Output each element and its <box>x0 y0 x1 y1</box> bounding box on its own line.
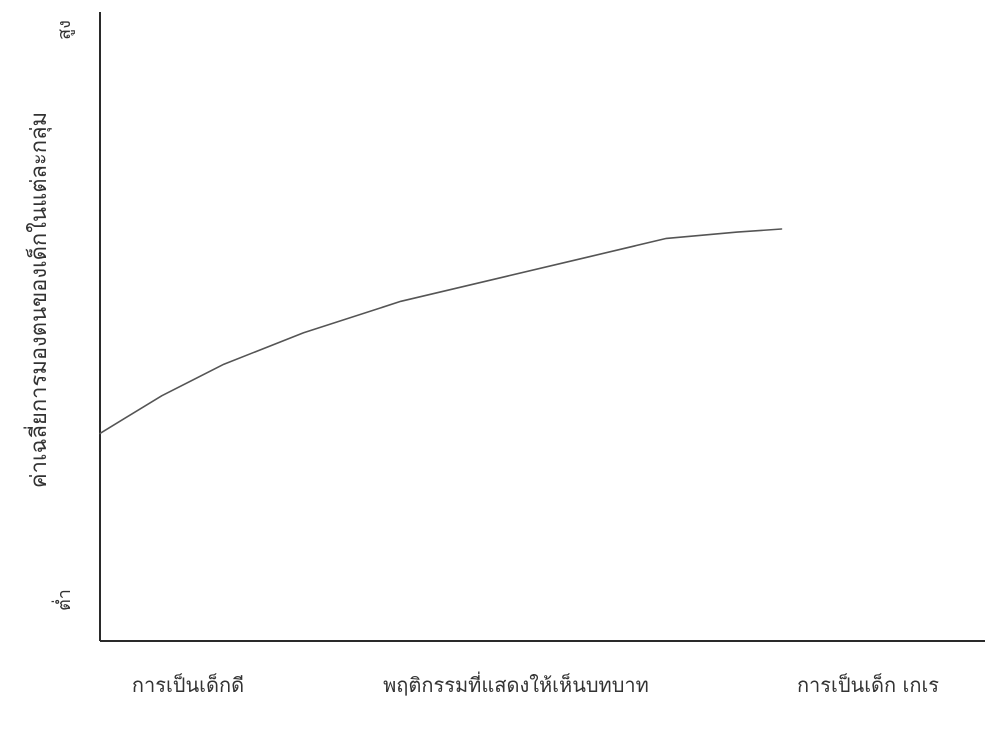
series-group <box>99 228 783 435</box>
x-tick-labels: การเป็นเด็กดี พฤติกรรมที่แสดงให้เห็นบทบา… <box>132 671 939 697</box>
axes <box>99 12 985 642</box>
y-axis-label: ค่าเฉลี่ยการมองตนของเด็กในแต่ละกลุ่ม <box>23 112 52 488</box>
y-low-label: ต่ำ <box>51 589 75 611</box>
x-tick-label-naughty-child: การเป็นเด็ก เกเร <box>797 672 939 697</box>
x-tick-label-good-child: การเป็นเด็กดี <box>132 672 244 697</box>
x-tick-label-role-behavior: พฤติกรรมที่แสดงให้เห็นบทบาท <box>383 671 649 697</box>
series-line-0 <box>99 228 783 435</box>
y-high-label: สูง <box>54 20 75 40</box>
